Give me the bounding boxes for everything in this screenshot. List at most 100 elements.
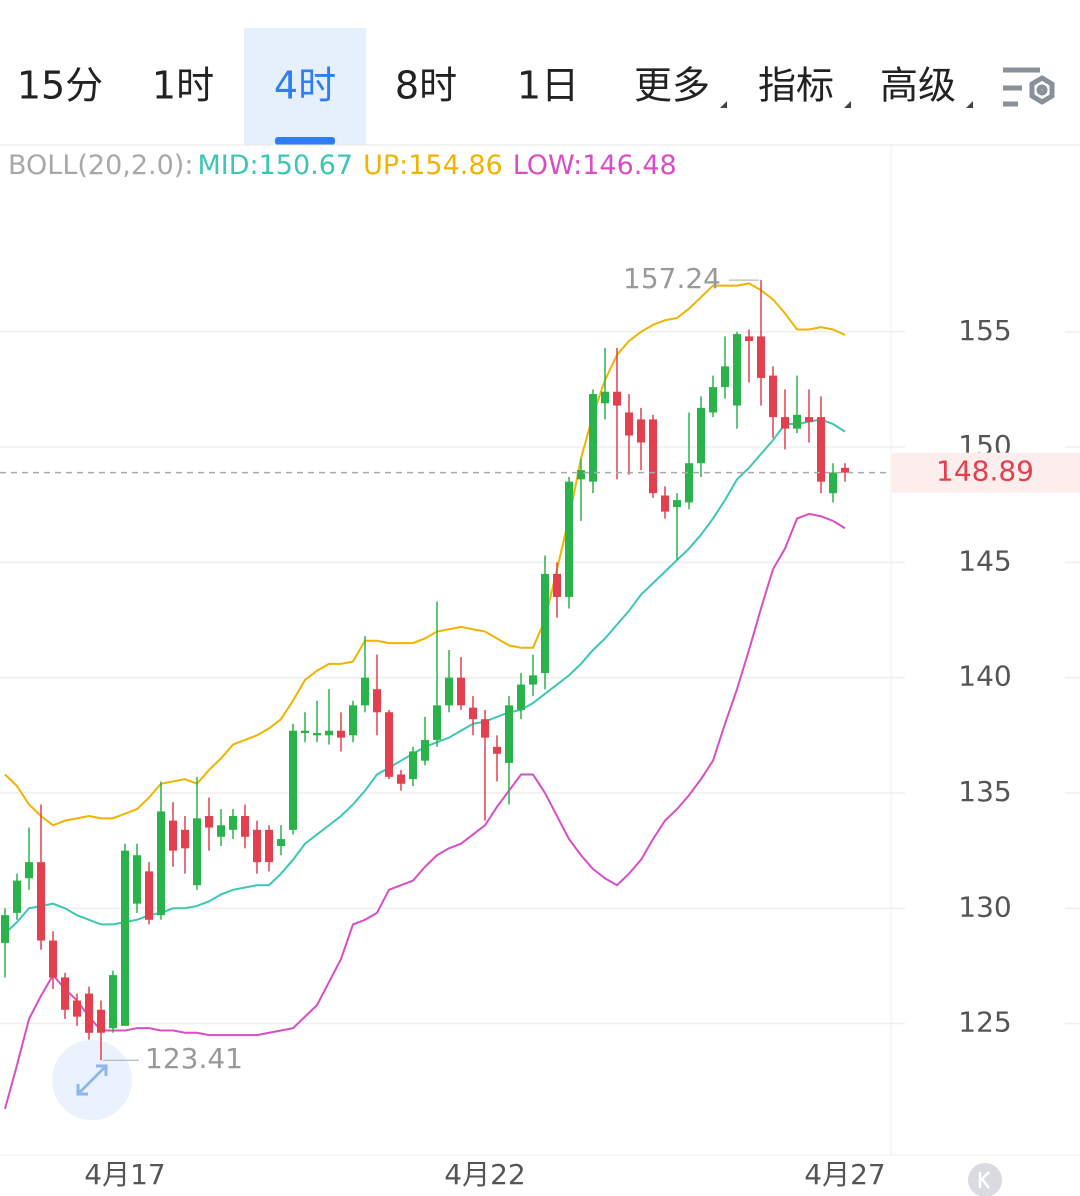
price-label: 148.89 [936,455,1034,488]
indicator-line [4,418,846,935]
tab[interactable]: 指标 [758,64,834,108]
candle-body [121,850,129,1026]
candle-body [397,774,405,784]
candle-body [301,730,309,734]
menu-caret [966,101,973,108]
candle-body [469,707,477,720]
menu-caret [720,101,727,108]
candle-body [133,855,141,904]
active-tab-bg [244,28,366,145]
candle-body [841,467,849,473]
candle-body [565,481,573,597]
candle-body [61,977,69,1010]
candle-body [217,825,225,837]
candle-body [253,829,261,863]
candle-body [553,573,561,597]
candle-body [37,862,45,941]
candle-body [697,407,705,464]
candle-body [529,675,537,685]
tab[interactable]: 15分 [17,64,103,108]
indicator-label: BOLL(20,2.0): [8,150,193,181]
expand-button[interactable] [52,1040,132,1120]
y-tick-label: 130 [958,890,1011,923]
candle-body [241,816,249,837]
candle-body [721,366,729,388]
x-tick-label: 4月17 [84,1158,165,1191]
candle-body [625,412,633,436]
price-box [892,452,1080,493]
legend-name: UP: [363,150,408,181]
min-label: 123.41 [145,1042,243,1075]
candle-body [481,719,489,738]
candle-body [1,915,9,943]
candle-body [229,816,237,830]
candle-body [829,472,837,494]
active-tab-indicator [275,137,335,145]
tab[interactable]: 高级 [880,64,956,108]
y-tick-label: 135 [958,775,1011,808]
candle-body [157,811,165,916]
candle-body [409,751,417,780]
candle-body [793,414,801,429]
candle-body [601,391,609,404]
x-tick-label: 4月22 [444,1158,525,1191]
candle-body [745,336,753,342]
indicator-line [4,282,846,827]
candle-body [505,705,513,763]
tab[interactable]: 1日 [517,64,579,108]
max-label: 157.24 [623,262,721,295]
candle-body [97,1009,105,1033]
legend-value: 150.67 [259,150,353,181]
candle-body [25,862,33,879]
candle-body [649,419,657,494]
candle-body [433,705,441,740]
candle-body [673,500,681,508]
candle-body [373,689,381,713]
menu-caret [844,101,851,108]
candle-body [13,880,21,913]
candle-body [361,677,369,706]
candle-body [817,417,825,482]
tab[interactable]: 4时 [274,64,336,108]
candle-body [541,573,549,674]
candle-body [457,677,465,706]
candle-body [205,816,213,828]
candle-body [517,684,525,710]
candle-body [337,730,345,738]
candle-body [769,375,777,418]
candle-body [685,463,693,503]
legend-name: LOW: [513,150,583,181]
candle-body [85,993,93,1033]
y-tick-label: 155 [958,314,1011,347]
legend-value: 154.86 [408,150,502,181]
candle-body [493,746,501,754]
candle-body [637,419,645,443]
candle-body [709,387,717,413]
candle-body [109,975,117,1029]
candle-body [265,829,273,863]
candle-body [193,818,201,886]
candle-body [385,712,393,777]
settings-icon[interactable] [1003,67,1055,107]
candle-body [805,417,813,422]
tab[interactable]: 1时 [152,64,214,108]
k-button[interactable] [968,1163,1002,1196]
x-tick-label: 4月27 [804,1158,885,1191]
candle-body [577,470,585,480]
candle-body [445,677,453,706]
candle-body [781,417,789,429]
candle-body [613,391,621,406]
tab[interactable]: 8时 [395,64,457,108]
y-tick-label: 145 [958,544,1011,577]
candle-body [289,730,297,830]
indicator-header: BOLL(20,2.0): MID:150.67 UP:154.86 LOW:146.… [8,150,677,181]
candle-body [589,394,597,482]
candle-body [169,820,177,851]
tab[interactable]: 更多 [634,64,710,108]
candle-body [661,495,669,512]
indicator-line [4,512,846,1110]
candle-body [757,336,765,378]
candle-body [325,730,333,736]
y-tick-label: 125 [958,1006,1011,1039]
